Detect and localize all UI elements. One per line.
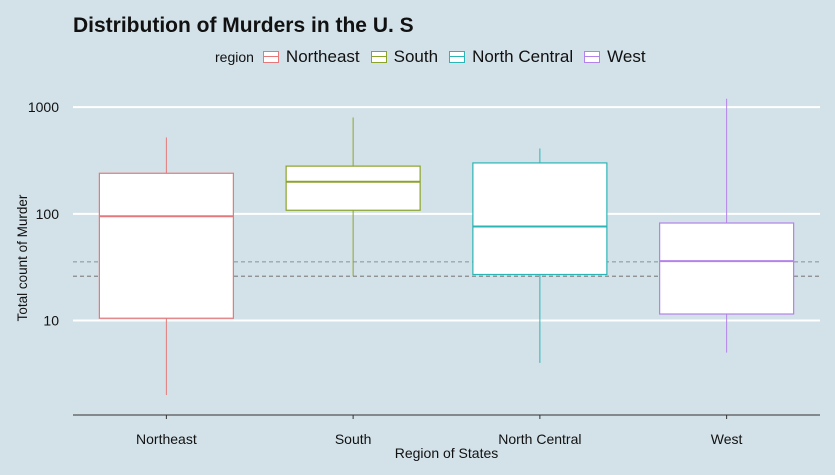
legend-label-northeast: Northeast xyxy=(285,47,360,66)
legend-item-west: West xyxy=(583,47,646,67)
legend-key-west xyxy=(583,49,601,65)
box-body-west xyxy=(659,222,795,315)
x-axis-title: Region of States xyxy=(395,445,499,461)
legend-key-south xyxy=(370,49,388,65)
x-tick-label-south: South xyxy=(335,431,372,447)
x-tick-label-north-central: North Central xyxy=(498,431,581,447)
legend-item-northeast: Northeast xyxy=(262,47,360,67)
box-north-central xyxy=(472,148,608,363)
y-tick-label-10: 10 xyxy=(43,312,59,328)
legend-key-north-central xyxy=(448,49,466,65)
y-tick-label-1000: 1000 xyxy=(28,99,59,115)
chart-title: Distribution of Murders in the U. S xyxy=(73,14,414,37)
legend-label-west: West xyxy=(607,47,646,66)
box-northeast xyxy=(98,137,234,396)
y-tick-label-100: 100 xyxy=(36,206,60,222)
legend: region Northeast South North Central West xyxy=(215,46,656,68)
legend-label-south: South xyxy=(393,47,439,66)
legend-label-north-central: North Central xyxy=(472,47,574,66)
x-tick-label-northeast: Northeast xyxy=(136,431,197,447)
legend-key-northeast xyxy=(262,49,280,65)
legend-item-north-central: North Central xyxy=(448,47,573,67)
legend-title: region xyxy=(215,49,254,65)
box-west xyxy=(659,98,795,353)
box-body-north-central xyxy=(472,162,608,276)
axes: 10 100 1000 Northeast South North Central West… xyxy=(15,99,820,461)
legend-item-south: South xyxy=(370,47,438,67)
reference-lines xyxy=(73,261,820,277)
box-body-northeast xyxy=(98,172,234,319)
box-south xyxy=(285,117,421,277)
x-tick-label-west: West xyxy=(711,431,743,447)
box-body-south xyxy=(285,165,421,211)
boxes xyxy=(98,98,795,396)
y-axis-title: Total count of Murder xyxy=(15,194,30,321)
